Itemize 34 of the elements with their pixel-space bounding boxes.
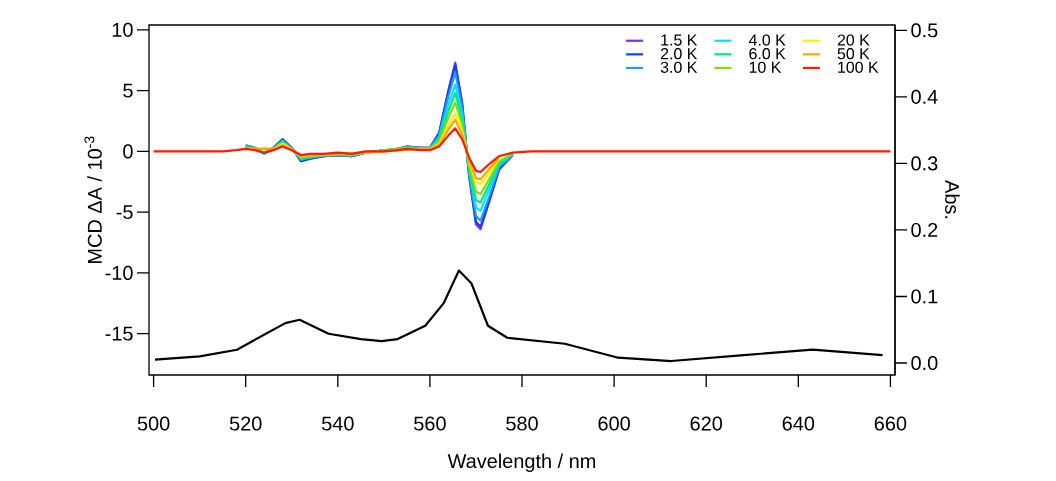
y2-tick-label: 0.1 — [911, 289, 938, 304]
y2-tick-label: 0.2 — [911, 222, 938, 237]
x-tick-label: 560 — [414, 416, 446, 431]
y-tick-label: -15 — [105, 326, 133, 341]
legend-label: 100 K — [838, 61, 879, 73]
y2-tick-label: 0.3 — [911, 156, 938, 171]
x-tick-label: 640 — [782, 416, 815, 431]
y-axis-title: MCD ΔA / 10$^{-3}$ — [84, 136, 102, 263]
legend-label: 10 K — [749, 61, 782, 73]
y2-tick-label: 0.4 — [911, 89, 938, 104]
x-tick-label: 500 — [137, 416, 170, 431]
legend-label: 20 K — [837, 34, 870, 46]
x-tick-label: 540 — [321, 416, 354, 431]
y-tick-label: 0 — [123, 144, 133, 159]
line-series — [153, 269, 884, 363]
x-axis-title: Wavelength / nm — [447, 453, 596, 473]
legend-label: 1.5 K — [661, 34, 698, 46]
x-tick-label: 520 — [229, 416, 262, 431]
y-tick-label: 5 — [123, 83, 133, 98]
y-tick-label: 10 — [112, 22, 133, 37]
legend-label: 2.0 K — [660, 48, 698, 60]
legend-label: 6.0 K — [749, 48, 786, 60]
y2-axis-title: Abs. — [945, 180, 960, 219]
legend-label: 50 K — [837, 48, 870, 60]
x-tick-label: 620 — [690, 416, 723, 431]
legend-label: 4.0 K — [748, 34, 786, 46]
legend-label: 3.0 K — [660, 61, 698, 73]
y2-tick-label: 0.5 — [911, 23, 938, 38]
y2-tick-label: 0.0 — [911, 355, 938, 371]
x-tick-label: 660 — [874, 416, 907, 431]
y-tick-label: -10 — [105, 265, 133, 280]
y-tick-label: -5 — [116, 205, 133, 220]
x-tick-label: 580 — [506, 416, 538, 431]
x-tick-label: 600 — [598, 416, 630, 431]
